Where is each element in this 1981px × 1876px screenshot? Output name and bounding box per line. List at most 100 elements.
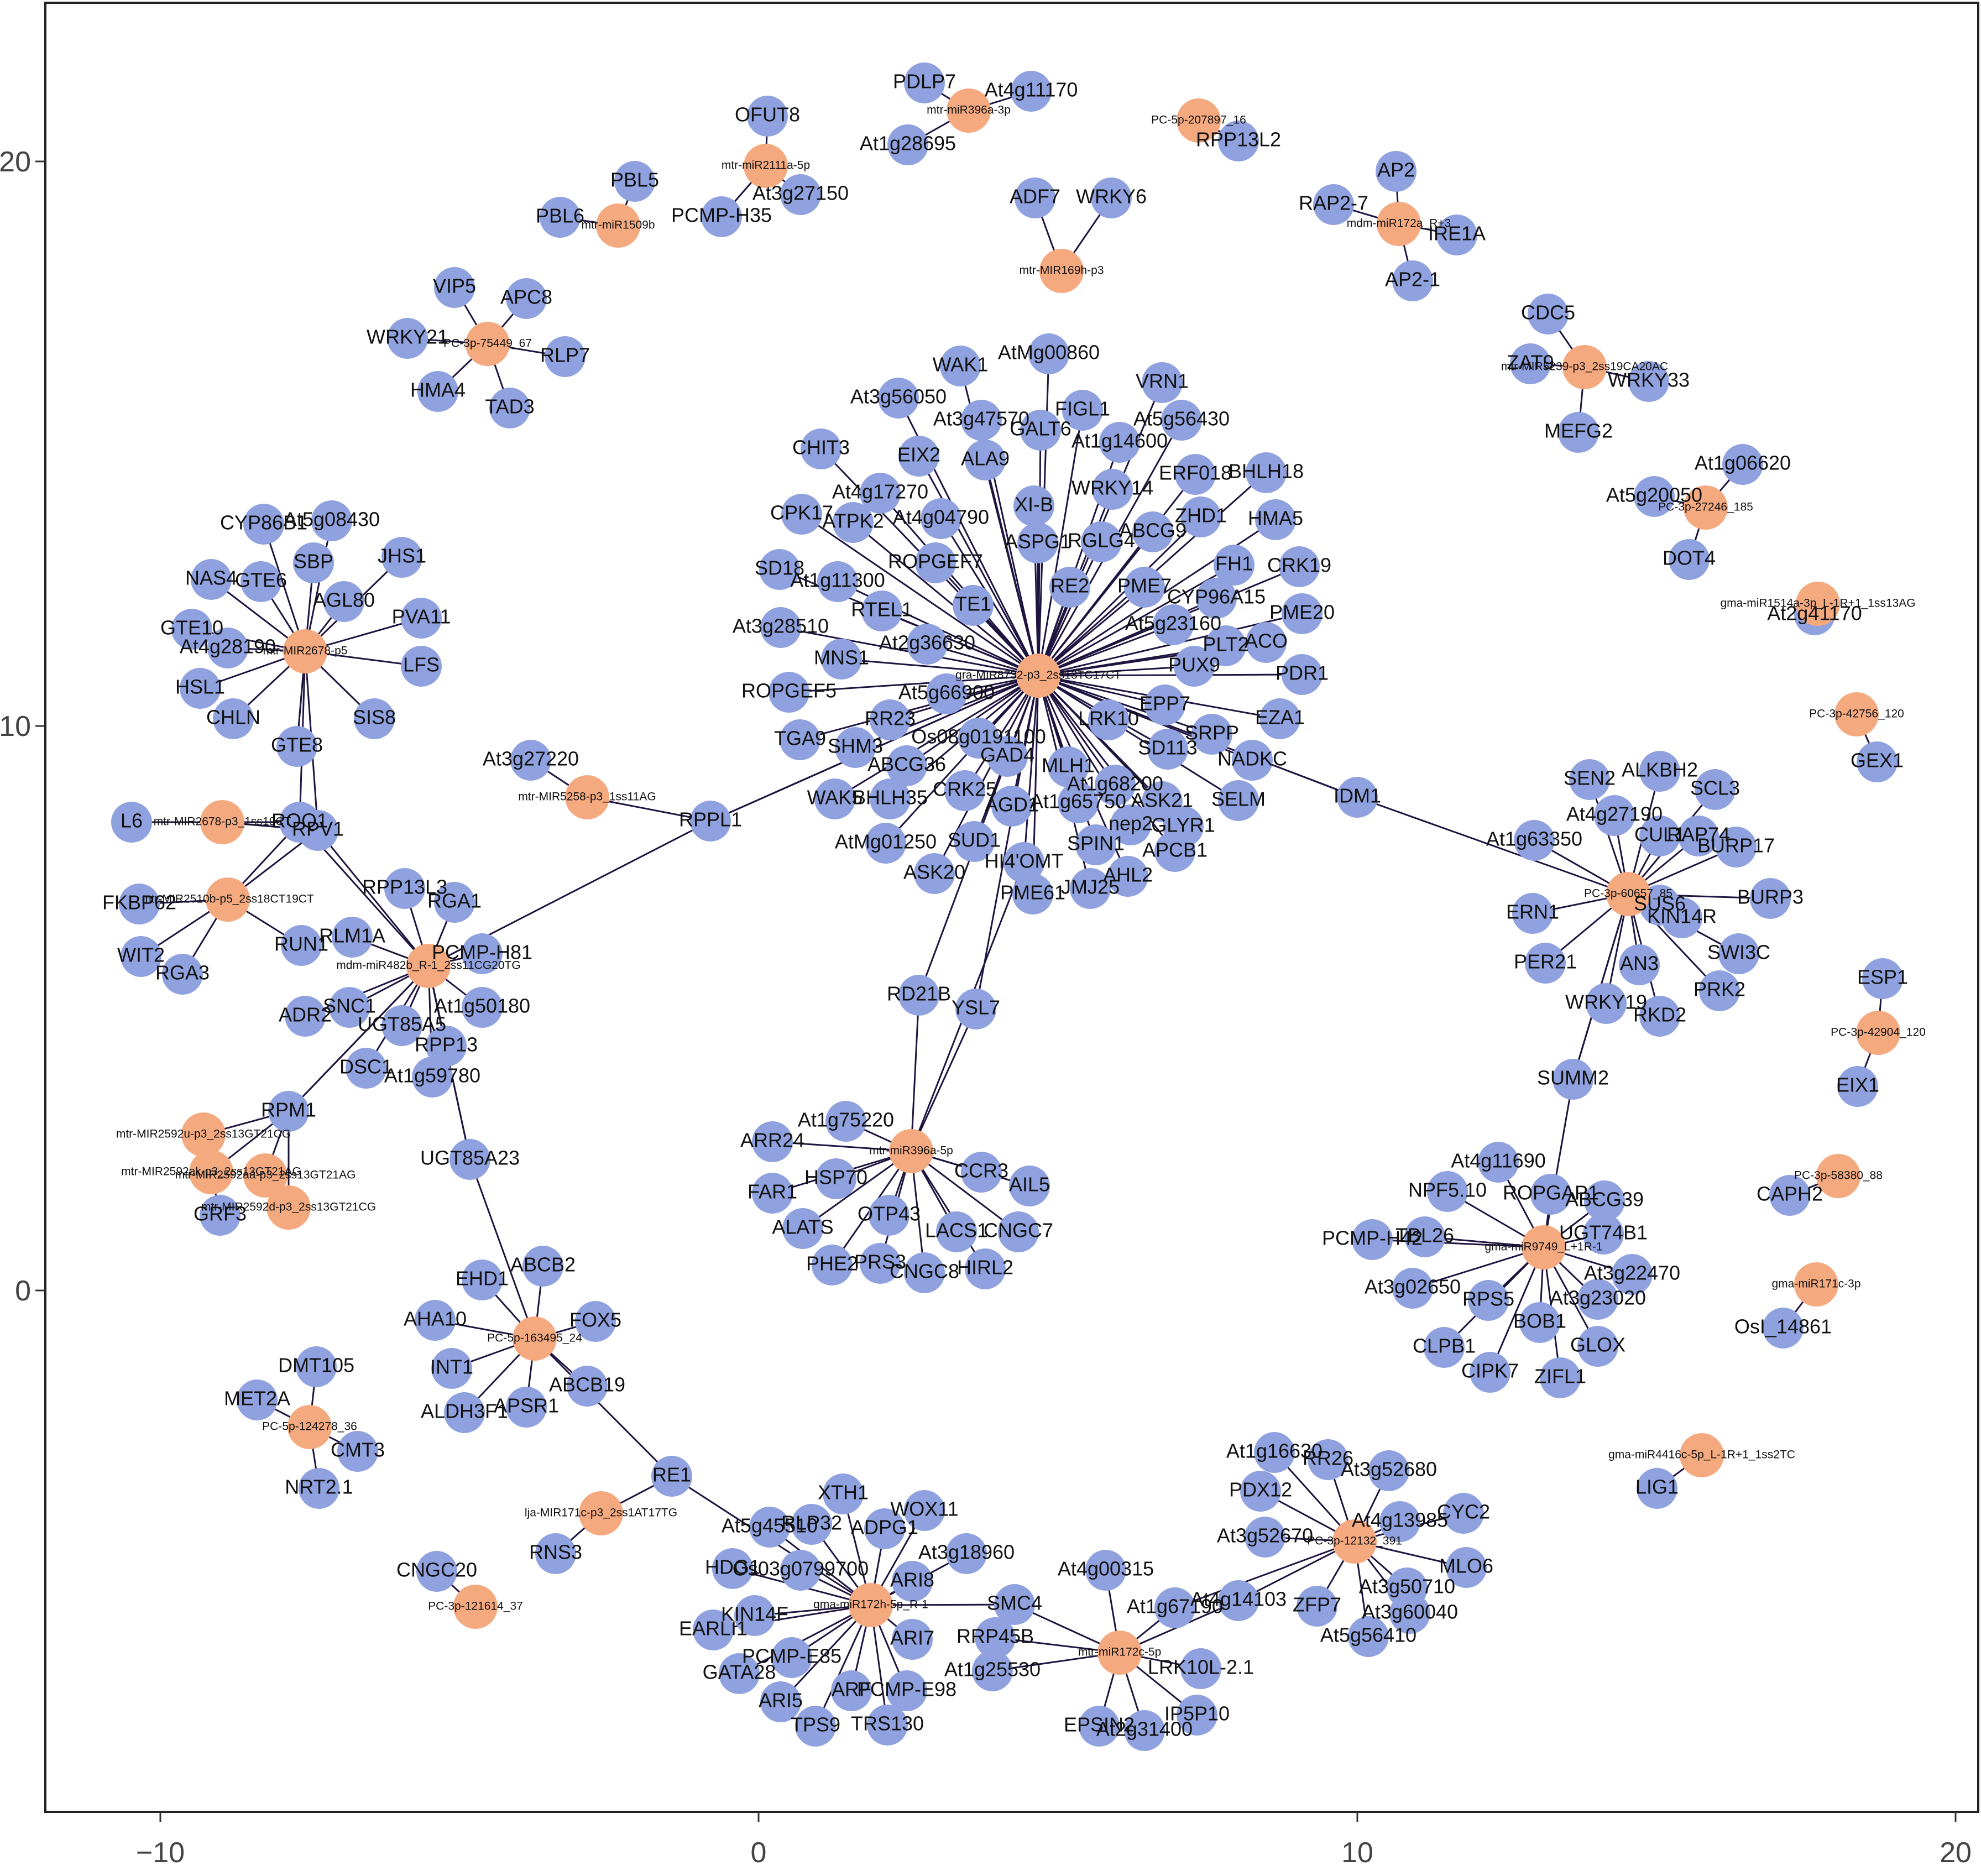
network-edge	[984, 459, 1039, 676]
gene-node-label: RLM1A	[319, 924, 385, 947]
gene-node-label: APCB1	[1142, 839, 1208, 861]
gene-node	[801, 428, 841, 469]
gene-node-label: At3g22470	[1584, 1262, 1680, 1284]
mirna-node-label: PC-3p-12132_391	[1307, 1535, 1402, 1548]
network-edge	[772, 1141, 912, 1152]
plot-frame	[44, 2, 1979, 1813]
gene-node	[975, 1617, 1016, 1658]
gene-node	[1009, 1166, 1050, 1206]
mirna-node-label: mtr-miR172c-5p	[1078, 1646, 1162, 1659]
gene-node	[835, 727, 876, 768]
gene-node	[1443, 1493, 1484, 1534]
gene-node-label: RR26	[1303, 1447, 1353, 1470]
gene-node-label: ROPGAP1	[1503, 1182, 1599, 1204]
gene-node-label: PME20	[1269, 601, 1335, 624]
gene-node-label: At3g18960	[918, 1541, 1015, 1564]
gene-node	[1519, 1302, 1560, 1343]
gene-node-label: FH1	[1215, 552, 1253, 575]
gene-node-label: EZA1	[1255, 706, 1305, 729]
gene-node-label: At1g67190	[1127, 1595, 1223, 1618]
gene-node	[1218, 121, 1259, 161]
gene-node-label: AIL5	[1009, 1173, 1050, 1196]
gene-node	[651, 1456, 692, 1497]
gene-node-label: EIX1	[1836, 1074, 1879, 1096]
gene-node-label: At4g00315	[1058, 1558, 1154, 1580]
gene-node	[540, 197, 581, 238]
gene-node-label: At1g14600	[1071, 430, 1168, 452]
gene-node	[1048, 746, 1089, 787]
gene-node	[791, 1504, 832, 1545]
gene-node-label: At4g17270	[832, 480, 928, 503]
mirna-node	[565, 775, 609, 819]
gene-node-label: GLOX	[1570, 1334, 1625, 1356]
network-edge	[1412, 1246, 1544, 1289]
gene-node-label: CCR3	[954, 1159, 1008, 1182]
gene-node	[1254, 1432, 1295, 1473]
mirna-node	[1794, 1262, 1838, 1307]
mirna-node-label: gma-miR9749_L+1R-1	[1485, 1241, 1602, 1253]
gene-node	[1337, 777, 1378, 818]
gene-node-label: TAD3	[485, 395, 534, 418]
gene-node-label: ROPGEF5	[741, 680, 837, 702]
network-edge	[975, 675, 1039, 1010]
gene-node-label: AP2-1	[1385, 268, 1440, 291]
gene-node-label: TPS9	[791, 1713, 840, 1736]
mirna-node-label: lja-MIR171c-p3_2ss1AT17TG	[525, 1507, 677, 1519]
gene-node	[1196, 578, 1237, 619]
network-edge	[1037, 516, 1202, 677]
network-edge	[1037, 675, 1176, 852]
gene-node	[1348, 1616, 1389, 1657]
gene-node-label: TRS130	[851, 1712, 924, 1735]
gene-node	[898, 975, 939, 1016]
gene-node	[111, 802, 152, 843]
gene-node-label: RR23	[865, 707, 916, 730]
network-edge	[1543, 1079, 1574, 1248]
gene-node	[780, 174, 821, 215]
gene-node-label: ARI7	[890, 1627, 934, 1649]
x-tick-label: 20	[1940, 1837, 1972, 1869]
gene-node	[926, 673, 967, 714]
gene-node	[387, 318, 428, 359]
mirna-node-label: mdm-miR482b_R-1_2ss11CG20TG	[336, 959, 520, 972]
gene-node-label: APC8	[500, 286, 552, 309]
network-edge	[1489, 1247, 1545, 1373]
gene-node-label: AGL80	[313, 589, 375, 612]
gene-node	[921, 498, 961, 539]
gene-node	[1478, 1142, 1519, 1183]
gene-node-label: CMT3	[331, 1439, 385, 1461]
gene-node-label: At4g14103	[1190, 1588, 1287, 1611]
gene-node	[1232, 740, 1273, 781]
gene-node	[1584, 1180, 1625, 1221]
gene-node	[1862, 958, 1903, 999]
gene-node-label: RPM1	[261, 1099, 316, 1121]
gene-node	[1510, 343, 1551, 384]
gene-node-label: At4g04790	[893, 506, 989, 529]
gene-node	[752, 1173, 793, 1214]
network-edge	[288, 965, 430, 1112]
y-tick-label: 20	[0, 146, 31, 178]
gene-node-label: ERF018	[1159, 462, 1232, 484]
gene-node	[1218, 1580, 1259, 1621]
gene-node	[994, 1584, 1035, 1625]
mirna-node	[579, 1491, 623, 1535]
gene-node	[782, 1208, 823, 1249]
gene-node-label: ASK20	[903, 861, 965, 884]
gene-node-label: OTP43	[858, 1203, 921, 1225]
axis-layer: −10 0 10 20 20 10 0	[0, 146, 1972, 1869]
gene-node	[535, 1533, 576, 1574]
gene-node-label: RAP74	[1667, 823, 1730, 846]
gene-node	[384, 868, 425, 909]
x-tick-label: −10	[136, 1837, 185, 1869]
gene-node	[1180, 497, 1221, 537]
gene-node-label: RPS5	[1462, 1288, 1514, 1310]
mirna-node	[1816, 1154, 1860, 1198]
gene-node	[299, 1468, 339, 1509]
gene-node-label: At1g63350	[1486, 828, 1582, 850]
gene-node-label: EPP7	[1140, 692, 1190, 715]
network-edge	[1023, 675, 1039, 863]
gene-node	[907, 624, 948, 665]
gene-node-label: UGT85A5	[358, 1013, 446, 1036]
mirna-node-label: gma-miR172h-5p_R-1	[813, 1598, 928, 1611]
gene-node-label: At3g50710	[1359, 1575, 1455, 1598]
gene-node	[381, 537, 422, 578]
